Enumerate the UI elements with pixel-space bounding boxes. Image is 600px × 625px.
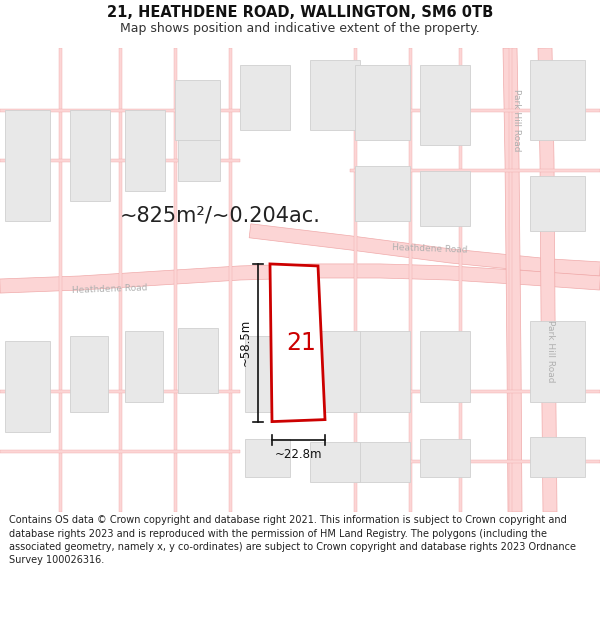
Bar bbox=[355, 166, 410, 221]
Text: Heathdene Road: Heathdene Road bbox=[72, 283, 148, 295]
Bar bbox=[530, 321, 585, 401]
Text: ~825m²/~0.204ac.: ~825m²/~0.204ac. bbox=[119, 206, 320, 226]
Polygon shape bbox=[409, 48, 412, 512]
Bar bbox=[420, 171, 470, 226]
Text: Map shows position and indicative extent of the property.: Map shows position and indicative extent… bbox=[120, 22, 480, 35]
Polygon shape bbox=[350, 460, 600, 463]
Bar bbox=[125, 110, 165, 191]
Polygon shape bbox=[119, 48, 121, 512]
Polygon shape bbox=[270, 264, 325, 422]
Bar bbox=[70, 110, 110, 201]
Bar bbox=[355, 331, 410, 412]
Bar bbox=[310, 442, 360, 482]
Polygon shape bbox=[353, 48, 356, 512]
Text: Park Hill Road: Park Hill Road bbox=[511, 89, 521, 151]
Polygon shape bbox=[503, 48, 522, 512]
Text: Heathdene Road: Heathdene Road bbox=[392, 243, 468, 254]
Bar bbox=[420, 439, 470, 477]
Bar bbox=[5, 341, 50, 432]
Polygon shape bbox=[0, 450, 240, 453]
Polygon shape bbox=[538, 48, 557, 512]
Polygon shape bbox=[350, 390, 600, 393]
Bar bbox=[310, 331, 360, 412]
Polygon shape bbox=[0, 390, 240, 393]
Bar bbox=[240, 65, 290, 131]
Text: ~22.8m: ~22.8m bbox=[275, 448, 322, 461]
Polygon shape bbox=[350, 109, 600, 112]
Bar bbox=[175, 80, 220, 141]
Bar bbox=[355, 65, 410, 141]
Bar bbox=[178, 328, 218, 394]
Polygon shape bbox=[350, 169, 600, 172]
Polygon shape bbox=[458, 48, 461, 512]
Polygon shape bbox=[0, 159, 240, 162]
Bar bbox=[70, 336, 108, 412]
Polygon shape bbox=[173, 48, 176, 512]
Bar bbox=[245, 439, 290, 477]
Bar bbox=[420, 331, 470, 401]
Bar bbox=[530, 60, 585, 141]
Polygon shape bbox=[59, 48, 62, 512]
Bar bbox=[125, 331, 163, 401]
Text: Contains OS data © Crown copyright and database right 2021. This information is : Contains OS data © Crown copyright and d… bbox=[9, 516, 576, 565]
Polygon shape bbox=[0, 264, 600, 293]
Bar bbox=[178, 110, 220, 181]
Bar bbox=[530, 437, 585, 477]
Text: ~58.5m: ~58.5m bbox=[239, 319, 252, 366]
Polygon shape bbox=[0, 109, 240, 112]
Polygon shape bbox=[229, 48, 232, 512]
Text: Park Hill Road: Park Hill Road bbox=[547, 320, 556, 382]
Text: 21: 21 bbox=[286, 331, 316, 355]
Bar bbox=[355, 442, 410, 482]
Polygon shape bbox=[249, 224, 600, 276]
Bar bbox=[420, 65, 470, 146]
Bar bbox=[5, 110, 50, 221]
Bar bbox=[530, 176, 585, 231]
Bar bbox=[310, 60, 360, 131]
Polygon shape bbox=[509, 48, 511, 512]
Text: 21, HEATHDENE ROAD, WALLINGTON, SM6 0TB: 21, HEATHDENE ROAD, WALLINGTON, SM6 0TB bbox=[107, 5, 493, 20]
Bar bbox=[245, 336, 290, 412]
